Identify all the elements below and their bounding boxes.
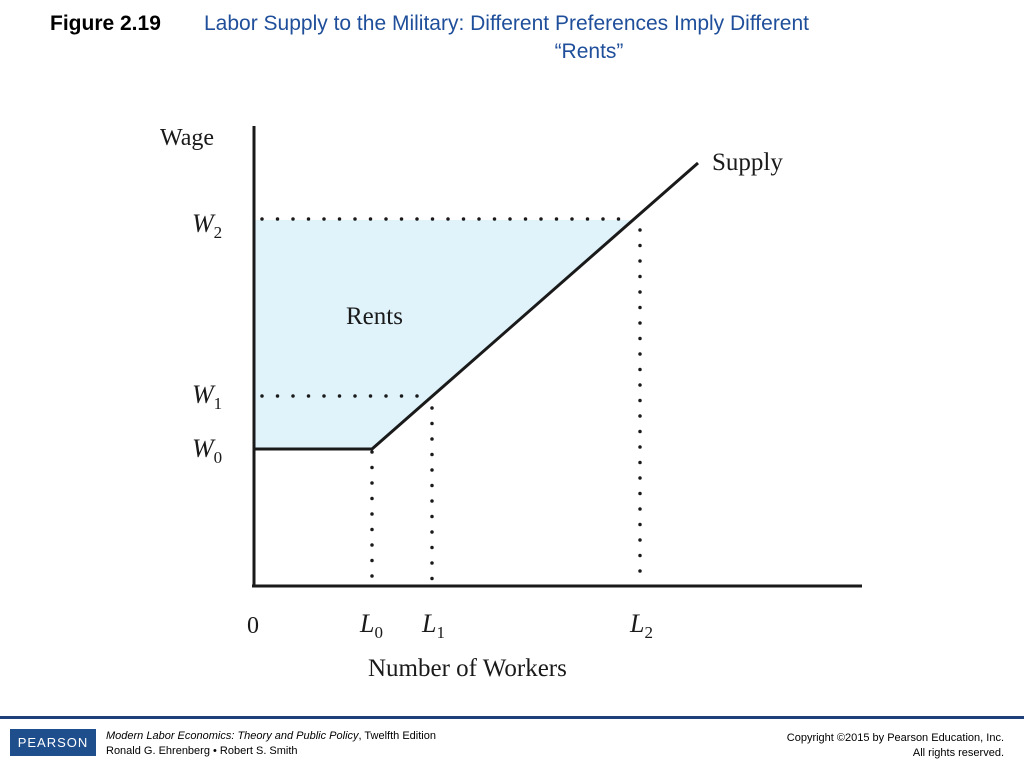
- pearson-logo: PEARSON: [10, 729, 96, 756]
- l1-base: L: [421, 609, 436, 638]
- l1-sub: 1: [436, 623, 445, 642]
- footer-divider: [0, 716, 1024, 719]
- w2-sub: 2: [214, 223, 223, 242]
- l2-base: L: [629, 609, 644, 638]
- w1-label: W1: [192, 380, 222, 413]
- copyright-notice: Copyright ©2015 by Pearson Education, In…: [787, 731, 1004, 761]
- figure-title: Labor Supply to the Military: Different …: [204, 10, 944, 66]
- y-axis-label: Wage: [160, 125, 214, 151]
- book-authors: Ronald G. Ehrenberg • Robert S. Smith: [106, 745, 298, 757]
- figure-title-line1: Labor Supply to the Military: Different …: [204, 12, 810, 35]
- book-title-line: Modern Labor Economics: Theory and Publi…: [106, 729, 436, 744]
- rights-text: All rights reserved.: [912, 747, 1004, 759]
- l0-label: L0: [359, 609, 383, 642]
- book-title: Modern Labor Economics: Theory and Publi…: [106, 730, 359, 742]
- rents-label: Rents: [346, 303, 403, 330]
- figure-title-line2: “Rents”: [554, 40, 624, 63]
- w1-base: W: [192, 380, 216, 409]
- book-citation: Modern Labor Economics: Theory and Publi…: [106, 729, 436, 759]
- l2-label: L2: [629, 609, 653, 642]
- w2-label: W2: [192, 209, 222, 242]
- labor-supply-diagram: Wage Number of Workers Supply Rents 0 W2…: [160, 125, 862, 682]
- w0-sub: 0: [214, 448, 223, 467]
- w0-base: W: [192, 434, 216, 463]
- copyright-text: Copyright ©2015 by Pearson Education, In…: [786, 732, 1004, 744]
- l0-sub: 0: [374, 623, 383, 642]
- w0-label: W0: [192, 434, 222, 467]
- supply-curve: [254, 161, 699, 451]
- w1-sub: 1: [214, 394, 223, 413]
- origin-label: 0: [247, 613, 259, 639]
- book-edition: , Twelfth Edition: [358, 730, 436, 742]
- figure-title-block: Figure 2.19 Labor Supply to the Military…: [0, 10, 1024, 70]
- w2-base: W: [192, 209, 216, 238]
- l0-base: L: [359, 609, 374, 638]
- rents-area: [254, 220, 634, 449]
- x-axis-label: Number of Workers: [368, 655, 567, 682]
- l2-sub: 2: [644, 623, 653, 642]
- l1-label: L1: [421, 609, 445, 642]
- supply-label: Supply: [712, 149, 783, 176]
- figure-number: Figure 2.19: [50, 12, 161, 35]
